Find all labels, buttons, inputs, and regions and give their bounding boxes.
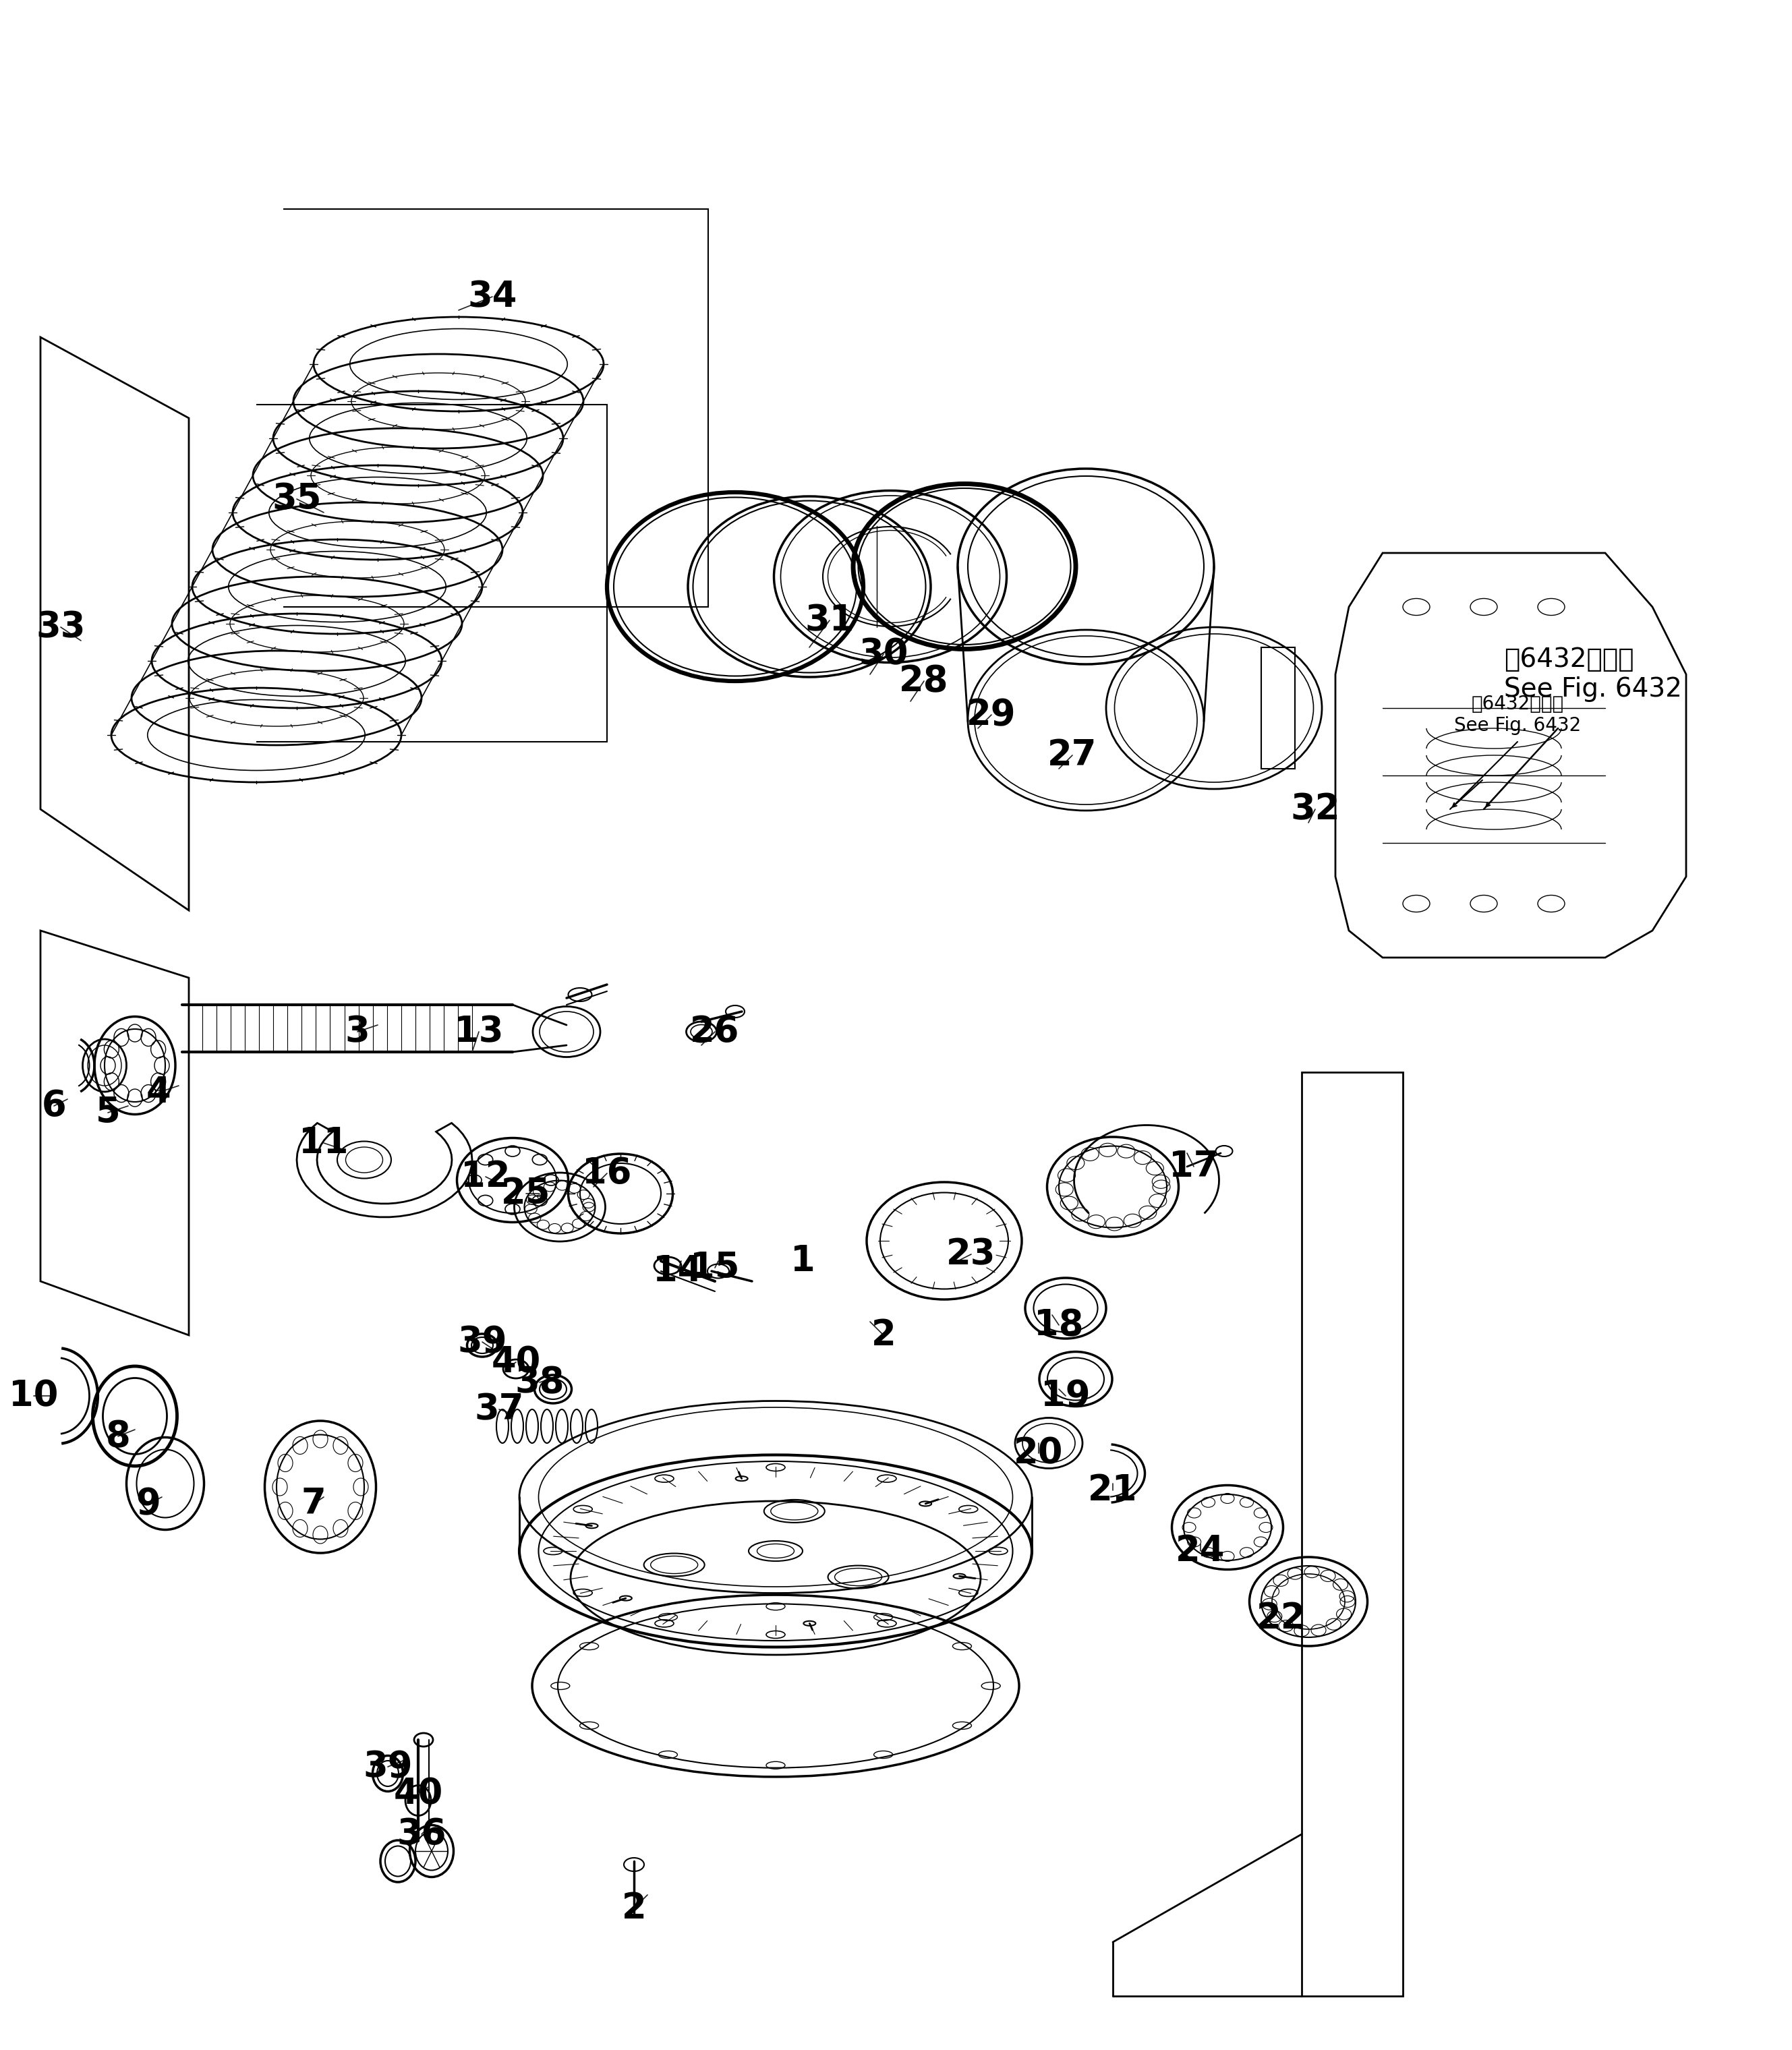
Text: 28: 28 bbox=[900, 664, 948, 699]
Text: 第6432図参照
See Fig. 6432: 第6432図参照 See Fig. 6432 bbox=[1453, 695, 1581, 736]
Text: 24: 24 bbox=[1176, 1533, 1226, 1568]
Text: 36: 36 bbox=[396, 1816, 446, 1851]
Text: 22: 22 bbox=[1256, 1601, 1306, 1636]
Polygon shape bbox=[297, 1123, 471, 1218]
Text: 6: 6 bbox=[41, 1089, 66, 1123]
Text: 39: 39 bbox=[457, 1324, 507, 1359]
Text: 27: 27 bbox=[1048, 738, 1097, 773]
Text: 16: 16 bbox=[582, 1156, 633, 1191]
Text: 4: 4 bbox=[147, 1074, 170, 1109]
Text: 40: 40 bbox=[491, 1345, 541, 1380]
Text: 12: 12 bbox=[461, 1158, 511, 1195]
Text: 15: 15 bbox=[690, 1250, 740, 1285]
Text: 1: 1 bbox=[790, 1244, 815, 1279]
Text: 34: 34 bbox=[468, 279, 518, 314]
Text: 第6432図参照
See Fig. 6432: 第6432図参照 See Fig. 6432 bbox=[1503, 646, 1683, 701]
Text: 40: 40 bbox=[394, 1775, 443, 1812]
Text: 20: 20 bbox=[1014, 1435, 1063, 1470]
Text: 7: 7 bbox=[301, 1486, 326, 1521]
Text: 19: 19 bbox=[1041, 1378, 1090, 1412]
Text: 2: 2 bbox=[622, 1890, 647, 1925]
Text: 9: 9 bbox=[136, 1486, 161, 1521]
Text: 29: 29 bbox=[966, 697, 1016, 732]
Text: 31: 31 bbox=[805, 603, 855, 638]
Text: 23: 23 bbox=[946, 1236, 996, 1271]
Text: 39: 39 bbox=[364, 1749, 412, 1783]
Text: 2: 2 bbox=[871, 1318, 896, 1353]
Text: 37: 37 bbox=[475, 1392, 523, 1427]
Text: 17: 17 bbox=[1168, 1150, 1219, 1185]
Text: 26: 26 bbox=[690, 1015, 740, 1050]
Text: 14: 14 bbox=[652, 1255, 702, 1289]
Text: 8: 8 bbox=[106, 1419, 131, 1453]
Text: 21: 21 bbox=[1088, 1472, 1138, 1509]
Text: 35: 35 bbox=[272, 482, 321, 517]
Text: 10: 10 bbox=[9, 1378, 59, 1412]
Text: 38: 38 bbox=[514, 1365, 564, 1400]
Text: 18: 18 bbox=[1034, 1308, 1084, 1343]
Text: 11: 11 bbox=[299, 1125, 348, 1160]
Text: 3: 3 bbox=[346, 1015, 369, 1050]
Text: 13: 13 bbox=[453, 1015, 504, 1050]
Text: 30: 30 bbox=[858, 638, 909, 672]
Text: 5: 5 bbox=[95, 1095, 120, 1130]
Text: 32: 32 bbox=[1290, 791, 1340, 826]
Text: 25: 25 bbox=[502, 1177, 550, 1212]
Text: 33: 33 bbox=[36, 609, 86, 644]
